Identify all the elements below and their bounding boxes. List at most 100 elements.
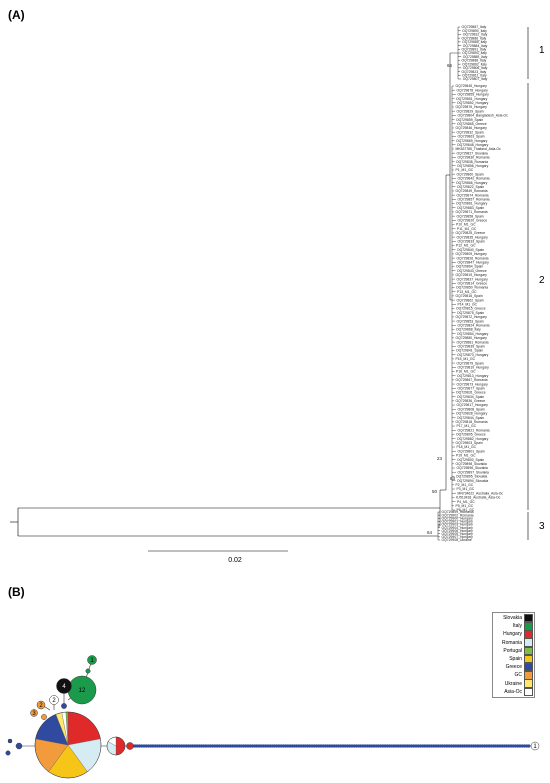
scale-bar-label: 0.02 xyxy=(228,557,242,564)
tip-label: OQ729893_Italy xyxy=(462,51,487,55)
tip-label: OQ729820_Greece xyxy=(458,219,488,223)
chain-node xyxy=(401,744,405,748)
tip-label: OQ729812_Italy xyxy=(463,33,488,37)
chain-node xyxy=(237,744,241,748)
tip-label: OQ729845_Hungary xyxy=(456,84,488,88)
legend-swatch xyxy=(524,622,533,631)
tree-branches: 66 23 50 64 63 xyxy=(10,26,462,541)
italy-tip-node xyxy=(87,655,97,665)
tip-label: OQ729892_Italy xyxy=(462,62,487,66)
tip-label: OQ729811_Italy xyxy=(462,73,487,77)
tip-label: OQ729853_Spain xyxy=(457,319,484,323)
chain-node xyxy=(376,744,381,748)
chain-node xyxy=(491,744,496,748)
legend-item: Spain xyxy=(495,654,533,664)
tip-label: P14_M1_GC xyxy=(458,302,478,306)
tip-label: OQ729908_Ukraine xyxy=(442,538,472,542)
chain-node xyxy=(188,744,193,748)
chain-node xyxy=(359,744,363,748)
pie-slice-hungary xyxy=(126,742,134,750)
node-count-label: 12 xyxy=(79,688,86,694)
pie-slice-greece xyxy=(15,742,23,750)
tip-label: P6_M1_GC xyxy=(457,508,475,512)
tip-label: OQ729831_Greece xyxy=(456,391,486,395)
legend-label: Italy xyxy=(512,623,522,630)
tip-label: OQ729887_Italy xyxy=(462,25,487,29)
tip-label: OQ729832_Spain xyxy=(457,130,484,134)
chain-node xyxy=(527,744,531,748)
tip-label: OQ729849_Romania xyxy=(456,189,488,193)
chain-node xyxy=(321,744,325,748)
chain-node xyxy=(239,744,243,748)
pie-slice-italy xyxy=(85,668,91,674)
chain-node xyxy=(478,744,482,748)
tip-label: OQ729825_Greece xyxy=(456,231,486,235)
legend-swatch xyxy=(524,687,533,697)
chain-node xyxy=(414,744,418,748)
chain-node xyxy=(330,744,334,748)
clade-label: 3 xyxy=(539,521,545,532)
greece-small-node xyxy=(15,742,23,750)
tip-label: MN734622_Australia_Asia-Oc xyxy=(458,491,504,495)
tip-label: OQ729855_Hungary xyxy=(458,93,490,97)
chain-node xyxy=(356,744,361,748)
chain-node xyxy=(164,744,168,748)
tip-label: OQ729835_Hungary xyxy=(457,235,489,239)
chain-node xyxy=(135,744,140,748)
chain-node xyxy=(416,744,420,748)
tip-label: OQ729819_Hungary xyxy=(456,273,488,277)
tip-label: OQ729871_Romania xyxy=(456,210,488,214)
chain-node xyxy=(516,744,520,748)
chain-node xyxy=(505,744,509,748)
chain-node xyxy=(423,744,427,748)
tip-label: OQ729850_Romania xyxy=(456,286,488,290)
legend-swatch xyxy=(524,679,533,688)
chain-node xyxy=(297,744,301,748)
tip-label: OQ729824_Romania xyxy=(458,323,490,327)
chain-node xyxy=(295,744,299,748)
chain-node xyxy=(244,744,248,748)
italy-small-node xyxy=(85,668,91,674)
legend-swatch xyxy=(524,630,533,639)
chain-node xyxy=(142,744,146,748)
node-count-label: 1 xyxy=(90,658,94,664)
tip-label: OQ729815_Greece xyxy=(456,307,486,311)
chain-node xyxy=(334,744,339,748)
tip-label: OQ729839_Spain xyxy=(458,344,485,348)
tip-label: OQ729894_Slovakia xyxy=(457,479,488,483)
chain-node xyxy=(498,744,502,748)
tip-label: OQ729857_Romania xyxy=(458,198,490,202)
chain-node xyxy=(394,744,398,748)
legend-swatch xyxy=(524,662,533,672)
chain-node xyxy=(306,744,310,748)
chain-node xyxy=(166,744,170,748)
chain-node xyxy=(177,744,182,748)
tip-label: OQ729872_Hungary xyxy=(456,315,488,319)
chain-node xyxy=(456,744,460,748)
tip-label: OQ729898_Slovakia xyxy=(456,462,487,466)
bootstrap-label: 64 xyxy=(427,530,433,535)
chain-node xyxy=(235,744,239,748)
chain-node xyxy=(133,744,137,748)
chain-node xyxy=(485,744,489,748)
legend-label: Romania xyxy=(501,639,522,646)
chain-node xyxy=(308,744,312,748)
tip-label: OQ729827_Slovakia xyxy=(457,151,488,155)
pie-slice-gc xyxy=(41,714,47,720)
chain-node xyxy=(182,744,186,748)
chain-node xyxy=(155,744,159,748)
chain-node xyxy=(467,744,471,748)
chain-node xyxy=(365,744,369,748)
chain-node xyxy=(440,744,445,748)
pie-slice-slovakia xyxy=(56,678,72,694)
chain-node xyxy=(509,744,513,748)
panel-a-label: (A) xyxy=(8,8,25,22)
tip-label: OQ729902_Romania xyxy=(442,513,474,517)
chain-node xyxy=(522,744,526,748)
pie-slice-italy xyxy=(87,655,97,665)
tip-label: OQ729844_Spain xyxy=(457,416,484,420)
chain-node xyxy=(204,744,208,748)
clade-label: 1 xyxy=(539,45,545,56)
tip-label: MK637785_Thailand_Asia-Oc xyxy=(456,147,502,151)
